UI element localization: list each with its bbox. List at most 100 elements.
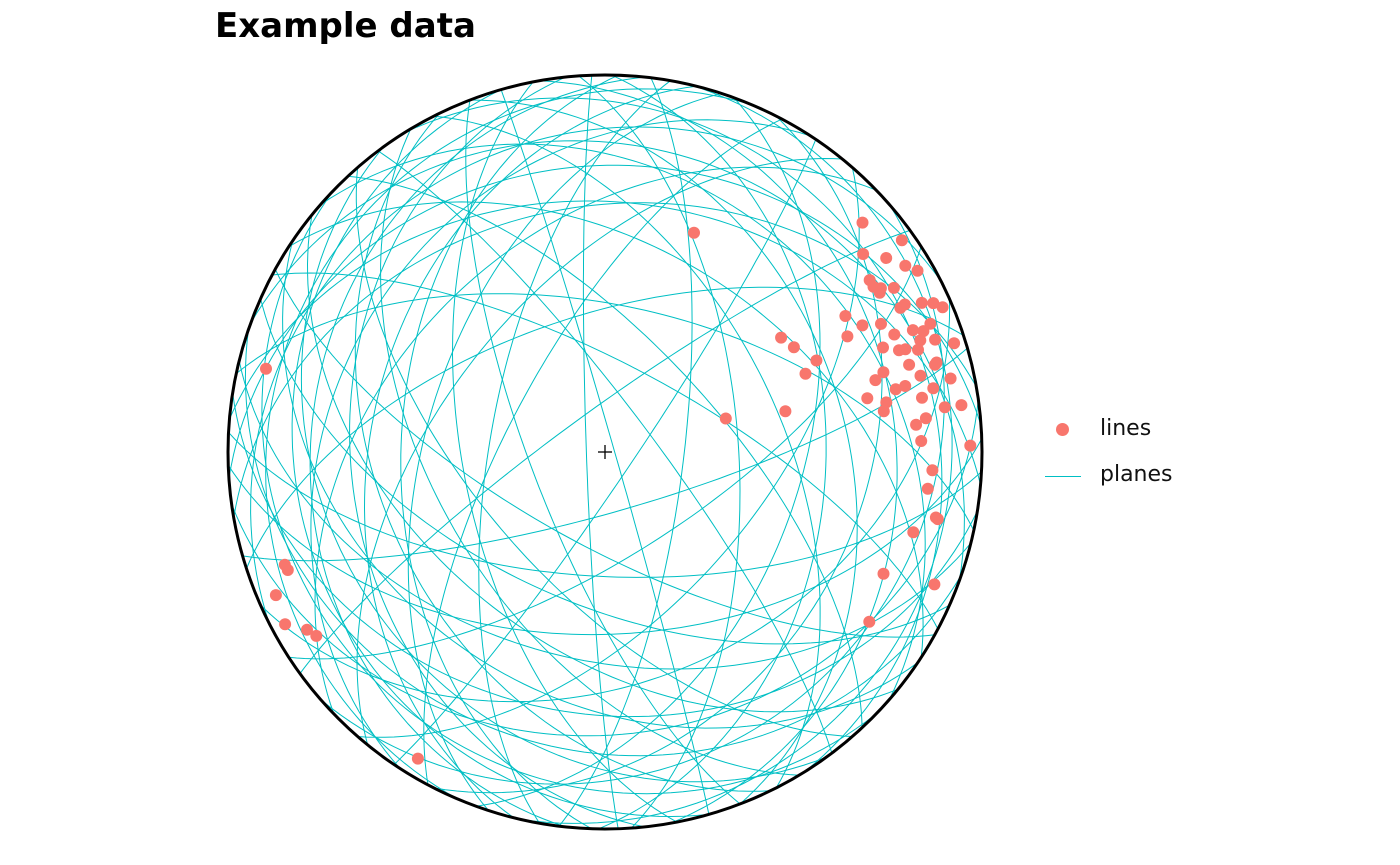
- line-point: [931, 513, 944, 526]
- line-point: [894, 301, 907, 314]
- line-point: [914, 369, 927, 382]
- plane-great-circle: [232, 392, 978, 718]
- line-point: [839, 310, 852, 322]
- plane-great-circle: [363, 85, 697, 819]
- line-point: [928, 578, 941, 591]
- plane-great-circle: [433, 115, 821, 789]
- plane-great-circle: [393, 139, 817, 765]
- line-point: [260, 362, 272, 375]
- line-point: [787, 341, 800, 354]
- line-point: [964, 439, 977, 452]
- line-point: [869, 374, 882, 387]
- line-point: [880, 252, 893, 264]
- line-point: [907, 526, 920, 539]
- line-point: [889, 383, 902, 396]
- plane-great-circle: [246, 286, 964, 569]
- line-point: [910, 418, 923, 431]
- line-point: [874, 282, 887, 295]
- line-point: [269, 589, 282, 602]
- line-point: [877, 341, 889, 354]
- primitive-circle: [226, 73, 984, 831]
- line-point: [899, 259, 912, 272]
- plane-great-circle: [356, 157, 843, 746]
- line-point: [863, 615, 876, 628]
- line-point: [857, 248, 870, 260]
- line-point: [877, 405, 890, 418]
- line-point: [915, 296, 928, 309]
- line-point: [411, 752, 424, 765]
- line-point: [799, 367, 812, 380]
- plane-great-circle: [377, 150, 833, 754]
- line-point: [912, 343, 924, 356]
- plane-great-circle: [478, 80, 671, 824]
- plane-great-circle: [309, 76, 645, 828]
- plane-great-circle: [261, 189, 877, 795]
- plane-great-circle: [299, 229, 911, 674]
- plane-great-circle: [476, 97, 821, 807]
- line-point: [875, 317, 887, 330]
- plane-great-circle: [233, 202, 977, 518]
- plane-great-circle: [354, 112, 771, 792]
- plane-great-circle: [407, 93, 722, 811]
- line-point: [877, 366, 890, 379]
- line-point: [921, 482, 934, 495]
- line-point: [719, 412, 732, 425]
- legend-key-lines: [1040, 410, 1086, 450]
- line-point: [915, 435, 928, 447]
- plane-great-circle: [320, 204, 945, 785]
- plane-great-circle: [578, 75, 741, 829]
- plane-great-circle: [227, 438, 983, 636]
- line-point: [279, 618, 292, 631]
- plane-great-circle: [310, 119, 811, 769]
- plane-great-circle: [400, 74, 619, 830]
- plane-great-circle: [423, 118, 783, 785]
- line-point: [944, 372, 957, 385]
- line-point: [929, 358, 941, 371]
- plane-great-circle: [282, 241, 918, 729]
- plane-great-circle: [347, 175, 863, 728]
- line-point: [310, 629, 323, 642]
- line-point: [911, 264, 924, 277]
- plane-great-circle: [314, 166, 877, 715]
- line-point: [856, 319, 869, 332]
- plane-great-circle: [349, 76, 645, 828]
- line-point: [927, 297, 940, 310]
- plane-great-circle: [465, 99, 741, 805]
- line-point: [927, 382, 940, 395]
- planes-layer: [227, 74, 983, 830]
- line-point: [888, 328, 901, 341]
- plane-great-circle: [260, 298, 950, 645]
- line-point: [810, 354, 823, 367]
- line-point: [895, 234, 908, 247]
- plane-great-circle: [228, 164, 982, 479]
- plane-great-circle: [242, 347, 968, 562]
- plane-great-circle: [235, 293, 975, 531]
- plane-great-circle: [380, 128, 800, 776]
- plane-great-circle: [250, 126, 942, 624]
- line-point: [936, 301, 949, 314]
- line-point: [887, 281, 900, 294]
- plane-great-circle: [244, 329, 962, 757]
- plane-great-circle: [433, 115, 883, 794]
- line-point: [926, 464, 939, 477]
- plane-great-circle: [404, 97, 943, 773]
- line-point: [916, 391, 928, 404]
- plane-great-circle: [274, 268, 935, 638]
- line-point: [929, 333, 942, 346]
- line-point: [281, 564, 294, 576]
- line-point: [688, 226, 700, 239]
- legend-label-lines: lines: [1100, 416, 1152, 441]
- line-point: [779, 405, 792, 418]
- plane-great-circle: [582, 75, 619, 829]
- lines-layer: [260, 216, 977, 765]
- plane-great-circle: [291, 89, 709, 818]
- line-point: [877, 567, 890, 580]
- legend-line-symbol: [1045, 476, 1081, 477]
- plane-great-circle: [228, 431, 982, 578]
- line-point: [919, 412, 932, 425]
- plane-great-circle: [355, 167, 853, 737]
- plane-great-circle: [288, 246, 922, 660]
- plane-great-circle: [451, 81, 678, 823]
- line-point: [917, 325, 930, 338]
